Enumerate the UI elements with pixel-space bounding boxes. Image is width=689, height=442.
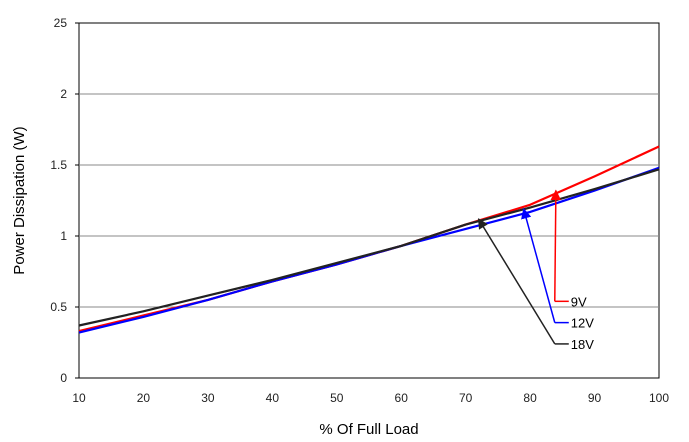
series-line-18v <box>78 168 660 327</box>
x-tick-label: 100 <box>649 391 669 405</box>
x-tick-label: 10 <box>72 391 86 405</box>
legend-label-12v: 12V <box>571 316 594 331</box>
x-tick-label: 60 <box>395 391 409 405</box>
series-lines <box>78 145 660 334</box>
x-tick-label: 30 <box>201 391 215 405</box>
legend-callouts: 9V 12V 18V <box>477 189 594 352</box>
x-tick-labels: 10 20 30 40 50 60 70 80 90 100 <box>72 391 669 405</box>
legend-arrow-12v <box>521 208 556 323</box>
legend-arrow-9v <box>550 189 562 302</box>
y-tick-label: 2 <box>60 87 67 101</box>
y-tick-label: 0.5 <box>50 300 67 314</box>
x-tick-label: 80 <box>523 391 537 405</box>
legend-arrow-18v <box>477 218 556 345</box>
y-tick-label: 1.5 <box>50 158 67 172</box>
x-tick-label: 20 <box>137 391 151 405</box>
y-tick-labels: 0 0.5 1 1.5 2 25 <box>50 16 79 385</box>
x-tick-label: 70 <box>459 391 473 405</box>
y-tick-label: 1 <box>60 229 67 243</box>
x-tick-label: 90 <box>588 391 602 405</box>
legend-label-18v: 18V <box>571 337 594 352</box>
legend-label-9v: 9V <box>571 294 587 309</box>
x-tick-label: 40 <box>266 391 280 405</box>
y-axis-label: Power Dissipation (W) <box>11 126 28 274</box>
x-axis-label: % Of Full Load <box>319 421 418 438</box>
x-tick-label: 50 <box>330 391 344 405</box>
y-tick-label: 0 <box>60 371 67 385</box>
y-tick-label: 25 <box>54 16 68 30</box>
